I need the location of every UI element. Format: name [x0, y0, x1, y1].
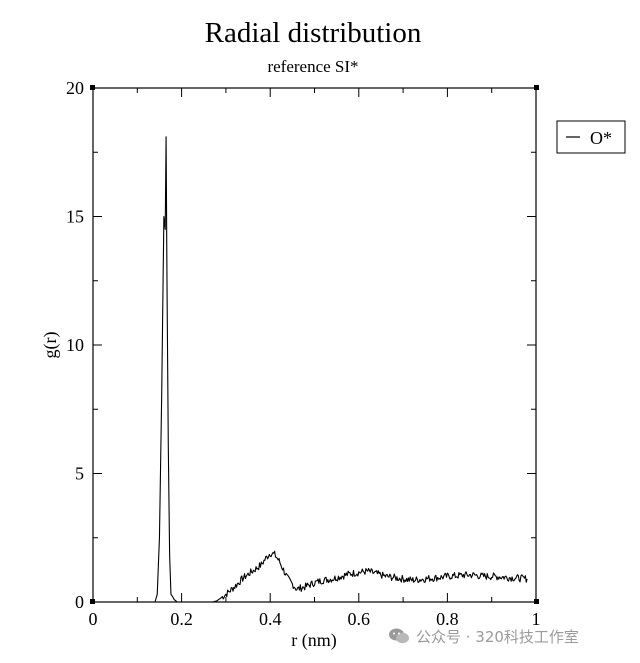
chart-subtitle: reference SI* [267, 57, 358, 76]
legend-label-o-star: O* [590, 128, 612, 148]
x-tick-label: 0.6 [348, 609, 371, 629]
x-tick-label: 0.2 [170, 609, 193, 629]
x-tick-label: 1 [532, 609, 541, 629]
y-tick-label: 0 [75, 592, 84, 612]
x-tick-label: 0.4 [259, 609, 282, 629]
chart-title: Radial distribution [205, 17, 422, 49]
frame-corner-tl [90, 85, 95, 90]
watermark: 公众号 · 320科技工作室 [388, 624, 628, 648]
wechat-logo-icon [389, 628, 409, 644]
x-tick-label: 0 [89, 609, 98, 629]
y-tick-label: 15 [66, 207, 84, 227]
y-tick-label: 20 [66, 78, 84, 98]
watermark-text: 公众号 · 320科技工作室 [416, 627, 579, 646]
series-line-o-star [93, 136, 528, 603]
y-tick-label: 5 [75, 464, 84, 484]
y-tick-label: 10 [66, 335, 84, 355]
y-axis-label: g(r) [40, 332, 61, 359]
axis-ticks [92, 87, 537, 603]
x-axis-label: r (nm) [291, 630, 336, 651]
legend: O* [556, 120, 626, 154]
x-tick-label: 0.8 [436, 609, 459, 629]
frame-corner-tr [534, 85, 539, 90]
